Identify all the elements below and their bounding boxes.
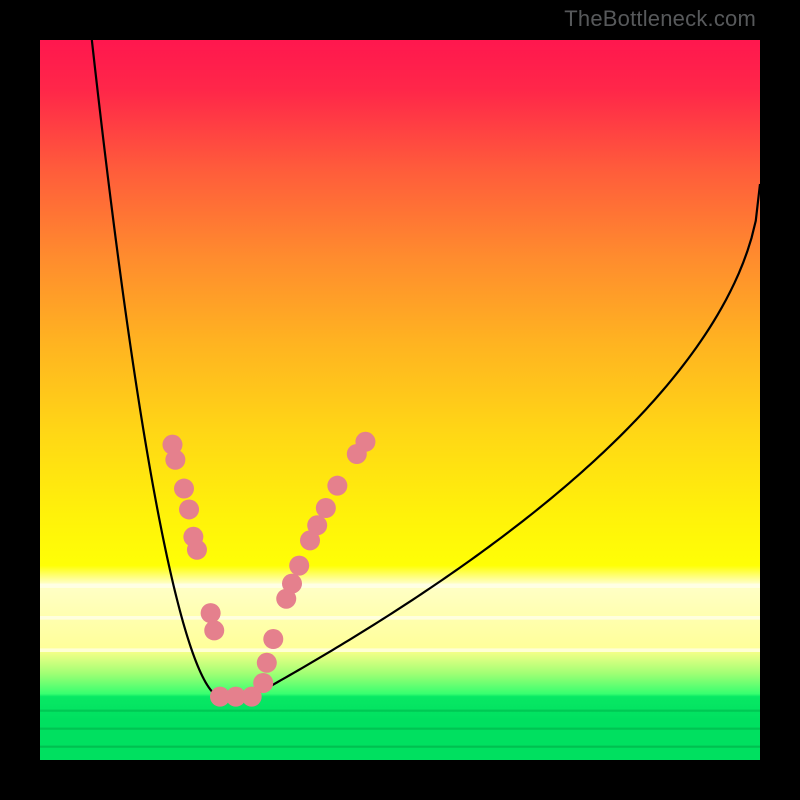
curve-layer [40, 40, 760, 760]
data-markers [162, 432, 375, 707]
bottleneck-curve [92, 40, 760, 697]
watermark-text: TheBottleneck.com [564, 6, 756, 32]
plot-area [40, 40, 760, 760]
outer-frame: TheBottleneck.com [0, 0, 800, 800]
